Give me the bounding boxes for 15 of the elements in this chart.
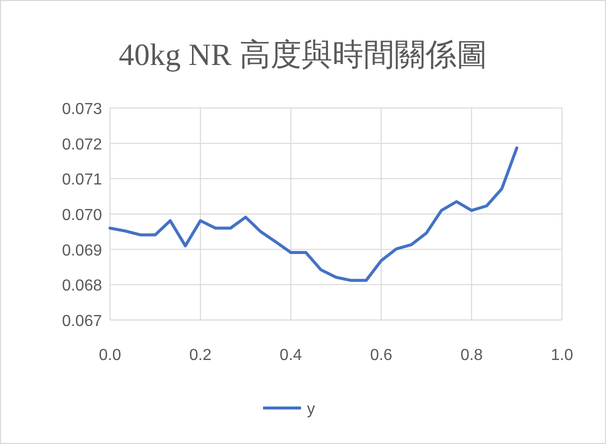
x-tick-label: 0.2 (189, 347, 212, 364)
y-tick-label: 0.069 (62, 242, 102, 260)
x-tick-label: 0.6 (370, 347, 392, 364)
y-tick-label: 0.073 (62, 101, 102, 118)
x-tick-label: 1.0 (550, 347, 574, 364)
y-tick-label: 0.068 (62, 278, 102, 295)
chart-title: 40kg NR 高度與時間關係圖 (118, 37, 488, 72)
y-tick-label: 0.072 (62, 136, 102, 154)
legend-label: y (307, 401, 315, 418)
y-tick-label: 0.071 (62, 172, 102, 189)
x-tick-label: 0.4 (280, 347, 302, 364)
y-tick-label: 0.070 (62, 207, 102, 224)
x-tick-label: 0.8 (460, 347, 483, 364)
x-tick-label: 0.0 (98, 347, 122, 364)
y-tick-label: 0.067 (62, 313, 102, 330)
